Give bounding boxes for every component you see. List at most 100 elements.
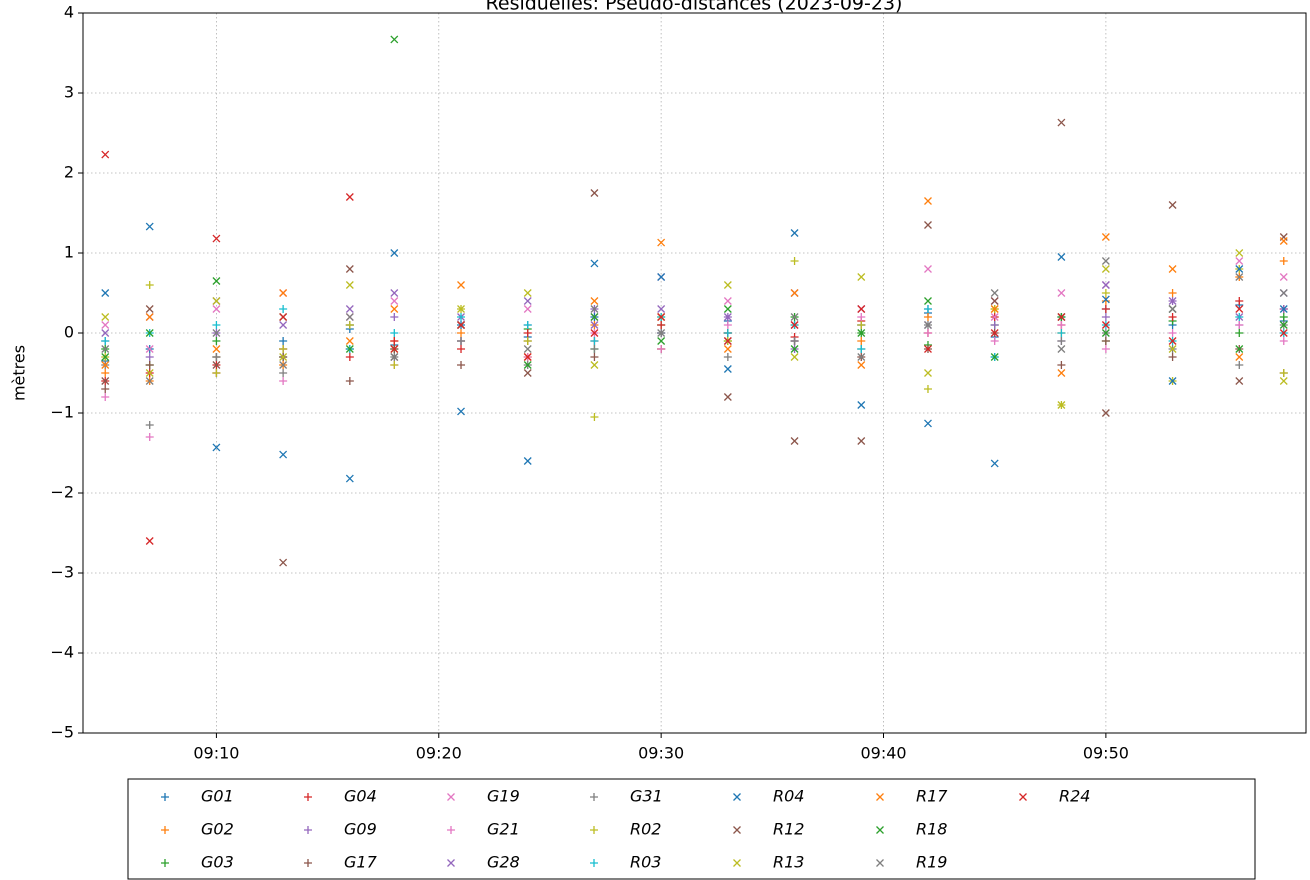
point <box>101 313 110 321</box>
point <box>345 337 354 345</box>
point <box>523 353 532 361</box>
point <box>1235 377 1244 385</box>
point <box>212 234 221 243</box>
point <box>390 35 399 44</box>
legend-label: G17 <box>344 853 378 872</box>
y-tick-label: 0 <box>64 323 74 342</box>
legend-box <box>127 778 1256 880</box>
point <box>857 345 866 353</box>
point <box>523 337 532 345</box>
point <box>1279 369 1288 377</box>
point <box>790 321 799 329</box>
point <box>790 289 799 297</box>
point <box>590 189 599 197</box>
legend-marker <box>876 826 884 834</box>
point <box>212 353 221 361</box>
point <box>657 345 666 353</box>
legend-marker <box>161 793 169 801</box>
point <box>212 345 221 353</box>
point <box>924 345 932 353</box>
legend-label: R04 <box>773 787 804 806</box>
point <box>390 249 399 257</box>
point <box>145 313 154 321</box>
point <box>101 353 110 361</box>
point <box>723 313 732 321</box>
point <box>390 337 399 345</box>
x-tick-label: 09:30 <box>638 744 684 763</box>
point <box>1101 305 1110 313</box>
point <box>1279 377 1288 385</box>
legend-label: R03 <box>630 853 661 872</box>
point <box>923 313 932 321</box>
legend-marker <box>876 793 884 801</box>
point <box>212 305 221 313</box>
point <box>101 150 110 159</box>
point <box>1235 313 1244 321</box>
point <box>345 474 354 483</box>
point <box>390 313 399 321</box>
point <box>1235 273 1244 281</box>
point <box>457 281 465 289</box>
point <box>790 345 799 353</box>
point <box>590 259 599 268</box>
point <box>1101 409 1110 417</box>
point <box>723 337 732 345</box>
point <box>279 450 288 459</box>
point <box>723 305 732 313</box>
legend-label: G03 <box>201 853 234 872</box>
point <box>101 329 110 337</box>
point <box>1279 321 1288 329</box>
point <box>857 437 866 445</box>
point <box>457 337 466 345</box>
point <box>657 321 666 329</box>
legend-marker <box>447 859 455 867</box>
point <box>1279 237 1288 245</box>
point <box>924 419 932 428</box>
point <box>1235 265 1244 273</box>
point <box>390 345 399 353</box>
point <box>457 407 465 416</box>
point <box>101 377 110 385</box>
point <box>857 361 866 369</box>
point <box>723 345 732 353</box>
point <box>590 329 599 337</box>
point <box>857 401 866 409</box>
chart-title: Résiduelles: Pseudo-distances (2023-09-2… <box>486 0 903 15</box>
point <box>145 361 154 369</box>
x-tick-label: 09:20 <box>416 744 462 763</box>
point <box>212 337 221 345</box>
point <box>1279 289 1288 297</box>
legend-marker <box>590 826 598 834</box>
point <box>1101 345 1110 353</box>
point <box>1279 257 1288 265</box>
point <box>1101 329 1110 337</box>
legend-marker <box>733 826 741 834</box>
point <box>1235 297 1244 305</box>
point <box>990 329 999 337</box>
point <box>723 393 732 401</box>
legend-marker <box>161 826 169 834</box>
point <box>523 297 532 305</box>
legend-label: G02 <box>201 820 234 839</box>
point <box>590 321 599 329</box>
point <box>1279 313 1288 321</box>
legend-label: R18 <box>916 820 947 839</box>
point <box>212 297 221 305</box>
point <box>390 361 399 369</box>
point <box>924 197 932 205</box>
point <box>1279 305 1288 313</box>
point <box>1057 118 1066 127</box>
point <box>857 321 866 329</box>
point <box>145 281 154 289</box>
point <box>657 273 666 281</box>
legend-marker <box>304 826 312 834</box>
legend-label: R12 <box>773 820 804 839</box>
legend-label: R19 <box>916 853 947 872</box>
point <box>345 265 354 273</box>
y-tick-label: 1 <box>64 243 74 262</box>
point <box>590 305 599 313</box>
legend-label: R02 <box>630 820 661 839</box>
point <box>1168 265 1177 273</box>
y-tick-label: −4 <box>50 643 74 662</box>
